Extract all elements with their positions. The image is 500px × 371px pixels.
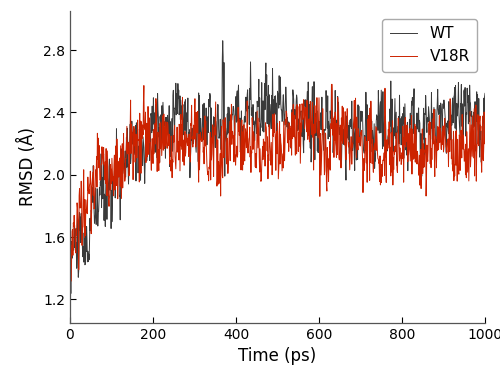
WT: [434, 87, 440, 92]
V18R: [329, 82, 335, 86]
WT: [220, 39, 226, 43]
V18R: [434, 124, 440, 129]
WT: [482, 91, 488, 96]
WT: [68, 291, 74, 296]
V18R: [391, 149, 397, 154]
Line: WT: WT: [70, 41, 485, 293]
V18R: [462, 173, 468, 177]
WT: [67, 253, 73, 257]
V18R: [67, 259, 73, 264]
Legend: WT, V18R: WT, V18R: [382, 19, 478, 72]
Y-axis label: RMSD (Å): RMSD (Å): [18, 128, 38, 206]
WT: [391, 134, 397, 138]
V18R: [152, 135, 158, 139]
V18R: [92, 168, 98, 172]
V18R: [68, 279, 74, 283]
WT: [92, 186, 98, 190]
WT: [152, 137, 158, 142]
X-axis label: Time (ps): Time (ps): [238, 347, 316, 365]
V18R: [482, 137, 488, 141]
WT: [406, 117, 412, 122]
Line: V18R: V18R: [70, 84, 485, 281]
WT: [462, 122, 468, 127]
V18R: [406, 144, 412, 148]
